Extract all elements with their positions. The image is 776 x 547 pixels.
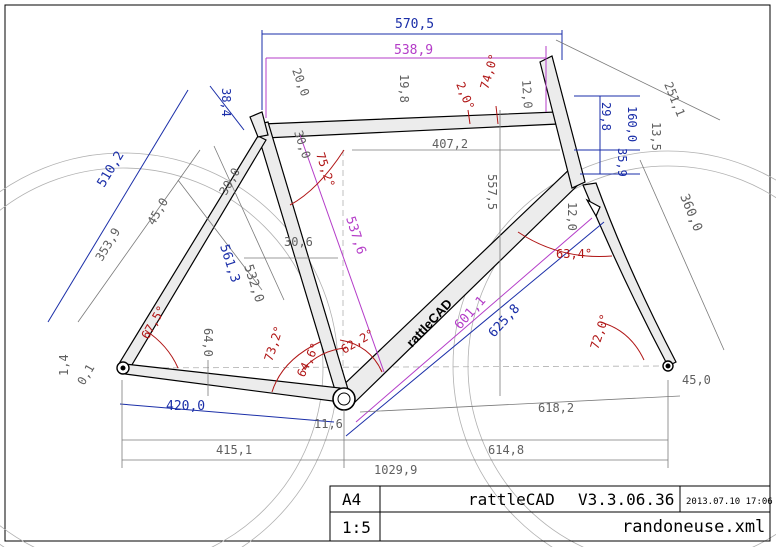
dim-35-9: 35,9 — [615, 148, 629, 177]
bicycle-frame — [119, 55, 677, 406]
dim-11-6: 11,6 — [314, 417, 343, 431]
dim-45-0a: 45,0 — [144, 195, 171, 227]
ang-63-4: 63,4° — [556, 247, 592, 261]
tb-version: V3.3.06.36 — [578, 490, 674, 509]
dim-30-6: 30,6 — [284, 235, 313, 249]
dim-353-9: 353,9 — [93, 225, 124, 263]
dim-19-8: 19,8 — [397, 74, 411, 103]
dim-13-5: 13,5 — [649, 122, 663, 151]
dim-12-0b: 12,0 — [565, 202, 579, 231]
tb-software: rattleCAD — [468, 490, 555, 509]
dim-415-1: 415,1 — [216, 443, 252, 457]
blue-dimension-lines — [47, 30, 640, 437]
dim-557-5: 557,5 — [485, 174, 499, 210]
ang-72-0: 72,0° — [588, 312, 612, 351]
magenta-dimension-lines — [265, 46, 593, 423]
dim-538-9: 538,9 — [394, 43, 433, 58]
dim-38-4: 38,4 — [219, 88, 233, 117]
dim-614-8: 614,8 — [488, 443, 524, 457]
dim-29-8: 29,8 — [599, 102, 613, 131]
ang-62-2: 62,2° — [339, 326, 377, 356]
dim-12-0a: 12,0 — [519, 79, 535, 109]
ang-73-2: 73,2° — [262, 324, 286, 363]
dim-1-4: 1,4 — [57, 354, 71, 376]
fork — [582, 182, 677, 367]
dim-532-0: 532,0 — [240, 263, 266, 305]
tb-scale: 1:5 — [342, 518, 371, 537]
ang-67-5: 67,5° — [138, 303, 168, 341]
dim-570-5: 570,5 — [395, 17, 434, 32]
ang-64-6: 64,6° — [294, 341, 322, 380]
gray-dimension-lines — [77, 39, 725, 468]
dim-45-0b: 45,0 — [682, 373, 711, 387]
dim-420-0: 420,0 — [166, 399, 205, 414]
head-tube — [539, 55, 586, 189]
dim-618-2: 618,2 — [538, 401, 574, 415]
sheet-border — [4, 4, 771, 542]
angle-arcs — [144, 105, 645, 393]
dim-160-0: 160,0 — [625, 106, 639, 142]
dim-360-0: 360,0 — [676, 192, 705, 234]
dim-561-3: 561,3 — [216, 243, 242, 285]
tb-filename: randoneuse.xml — [622, 517, 765, 537]
down-tube — [335, 164, 584, 406]
dim-251-1: 251,1 — [661, 80, 688, 119]
seat-post — [249, 111, 269, 138]
dim-625-8: 625,8 — [486, 302, 523, 341]
ang-2-0: 2,0° — [453, 80, 477, 112]
tb-date: 2013.07.10 17:06 — [686, 497, 773, 507]
dim-64-0: 64,0 — [201, 328, 215, 357]
dim-20-0: 20,0 — [289, 66, 312, 98]
dim-1029-9: 1029,9 — [374, 463, 417, 477]
title-block — [329, 485, 771, 542]
tb-format: A4 — [342, 490, 361, 509]
dim-0-1: 0,1 — [74, 362, 97, 388]
dim-537-6: 537,6 — [342, 215, 368, 257]
frame-joints — [116, 198, 674, 411]
dim-407-2: 407,2 — [432, 137, 468, 151]
